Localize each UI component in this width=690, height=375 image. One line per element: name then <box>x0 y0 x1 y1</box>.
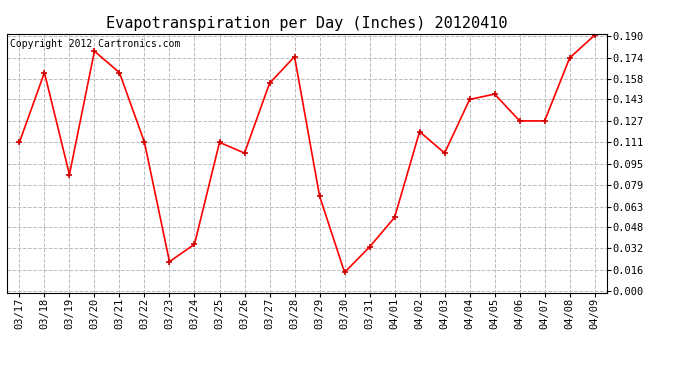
Text: Copyright 2012 Cartronics.com: Copyright 2012 Cartronics.com <box>10 39 180 49</box>
Title: Evapotranspiration per Day (Inches) 20120410: Evapotranspiration per Day (Inches) 2012… <box>106 16 508 31</box>
